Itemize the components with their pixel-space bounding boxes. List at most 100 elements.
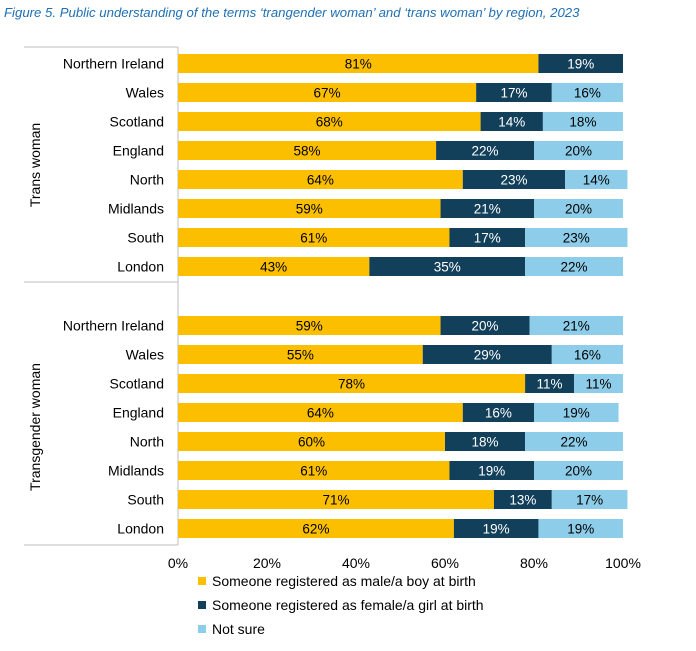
data-label: 64% <box>307 406 334 421</box>
legend-swatch <box>198 601 206 609</box>
bar-segment <box>538 519 623 538</box>
data-label: 61% <box>300 231 327 246</box>
data-label: 68% <box>316 115 343 130</box>
data-label: 14% <box>583 173 610 188</box>
bar-segment <box>525 374 575 393</box>
data-label: 16% <box>574 348 601 363</box>
data-label: 59% <box>296 319 323 334</box>
bar-segment <box>462 403 534 422</box>
bar-segment <box>369 257 526 276</box>
data-label: 67% <box>314 86 341 101</box>
category-label: England <box>113 405 164 421</box>
data-label: 43% <box>260 260 287 275</box>
bar-segment <box>178 461 450 480</box>
data-label: 11% <box>537 377 563 392</box>
data-label: 20% <box>472 319 499 334</box>
bar-segment <box>551 490 628 509</box>
bar-segment <box>178 519 454 538</box>
data-label: 18% <box>569 115 596 130</box>
data-label: 22% <box>561 260 588 275</box>
data-label: 23% <box>500 173 527 188</box>
group-label: Trans woman <box>27 123 43 207</box>
data-label: 35% <box>434 260 461 275</box>
bar-segment <box>529 316 623 335</box>
x-tick-label: 0% <box>168 555 188 571</box>
category-label: Wales <box>126 347 164 363</box>
data-label: 11% <box>586 377 612 392</box>
category-label: South <box>127 492 164 508</box>
bar-segment <box>178 112 481 131</box>
data-label: 18% <box>472 435 499 450</box>
x-tick-label: 80% <box>520 555 548 571</box>
data-label: 29% <box>474 348 501 363</box>
bar-segment <box>178 199 441 218</box>
category-label: Midlands <box>108 201 164 217</box>
category-label: Northern Ireland <box>63 318 164 334</box>
bar-segment <box>178 54 539 73</box>
data-label: 13% <box>509 493 536 508</box>
data-label: 60% <box>298 435 325 450</box>
data-label: 55% <box>287 348 314 363</box>
data-label: 78% <box>338 377 365 392</box>
bar-segment <box>449 461 534 480</box>
bar-segment <box>178 432 445 451</box>
category-label: South <box>127 230 164 246</box>
x-tick-label: 40% <box>342 555 370 571</box>
data-label: 19% <box>478 464 505 479</box>
bar-segment <box>534 461 623 480</box>
data-label: 16% <box>485 406 512 421</box>
group-label: Transgender woman <box>27 363 43 491</box>
bar-segment <box>422 345 552 364</box>
bar-segment <box>178 316 441 335</box>
chart-title: Figure 5. Public understanding of the te… <box>4 5 580 20</box>
bar-segment <box>542 112 623 131</box>
bar-segment <box>449 228 526 247</box>
category-label: Scotland <box>110 114 164 130</box>
data-label: 61% <box>300 464 327 479</box>
bar-segment <box>462 170 566 189</box>
data-label: 17% <box>474 231 501 246</box>
bar-segment <box>480 112 543 131</box>
category-label: Scotland <box>110 376 164 392</box>
bar-segment <box>525 432 623 451</box>
bar-segment <box>436 141 534 160</box>
bar-segment <box>525 257 623 276</box>
x-tick-label: 100% <box>605 555 641 571</box>
bar-segment <box>551 345 623 364</box>
data-label: 19% <box>563 406 590 421</box>
data-label: 71% <box>322 493 349 508</box>
bar-segment <box>453 519 539 538</box>
bar-segment <box>178 228 450 247</box>
data-label: 59% <box>296 202 323 217</box>
data-label: 21% <box>474 202 501 217</box>
bar-segment <box>476 83 552 102</box>
bar-segment <box>178 257 370 276</box>
category-label: North <box>130 172 164 188</box>
category-label: London <box>117 521 164 537</box>
data-label: 17% <box>576 493 603 508</box>
data-label: 22% <box>472 144 499 159</box>
bar-segment <box>534 199 623 218</box>
x-tick-label: 20% <box>253 555 281 571</box>
bar-segment <box>493 490 552 509</box>
bar-segment <box>178 403 463 422</box>
data-label: 22% <box>561 435 588 450</box>
data-label: 19% <box>483 522 510 537</box>
legend-swatch <box>198 577 206 585</box>
bar-segment <box>534 403 619 422</box>
x-tick-label: 60% <box>431 555 459 571</box>
bar-segment <box>574 374 623 393</box>
bar-segment <box>178 83 477 102</box>
data-label: 58% <box>294 144 321 159</box>
bar-segment <box>534 141 623 160</box>
data-label: 16% <box>574 86 601 101</box>
bar-segment <box>538 54 623 73</box>
bar-segment <box>551 83 623 102</box>
category-label: Midlands <box>108 463 164 479</box>
legend-swatch <box>198 625 206 633</box>
category-label: London <box>117 259 164 275</box>
data-label: 19% <box>567 522 594 537</box>
data-label: 20% <box>565 144 592 159</box>
data-label: 62% <box>302 522 329 537</box>
